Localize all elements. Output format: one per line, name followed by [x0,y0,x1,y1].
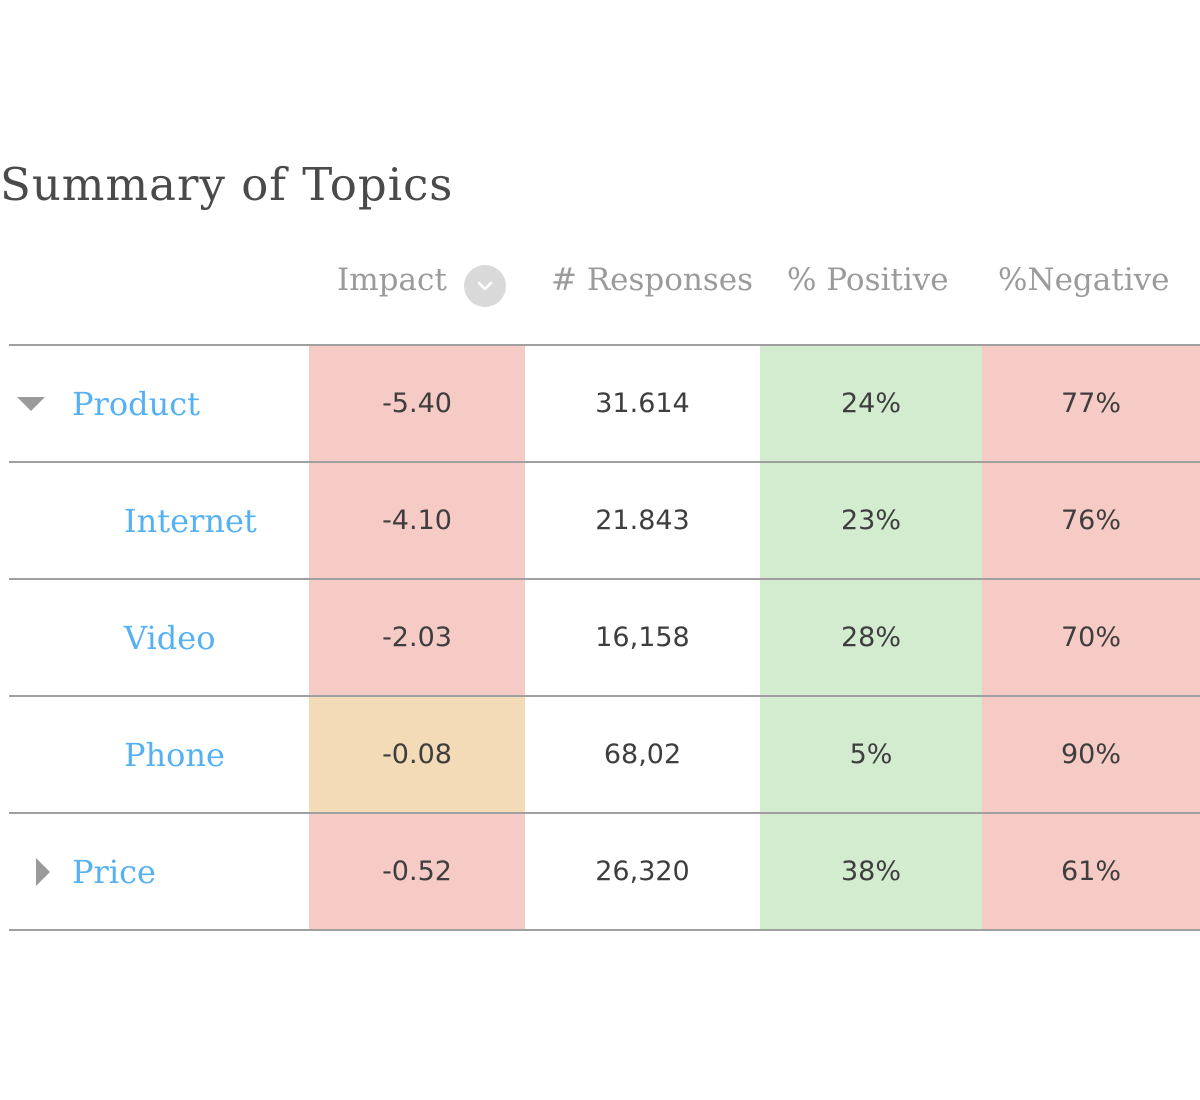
positive-cell: 23% [760,463,982,578]
positive-cell: 24% [760,346,982,461]
column-header-negative[interactable]: %Negative [998,262,1170,298]
column-header-positive[interactable]: % Positive [787,262,949,298]
topics-table: Product -5.40 31.614 24% 77% Internet -4… [9,344,1200,931]
negative-cell: 76% [982,463,1200,578]
caret-right-icon [36,857,50,886]
impact-cell: -0.08 [309,697,525,812]
table-row: Product -5.40 31.614 24% 77% [9,344,1200,461]
impact-cell: -4.10 [309,463,525,578]
responses-cell: 31.614 [525,346,760,461]
topic-name[interactable]: Internet [124,501,257,540]
topic-name[interactable]: Video [124,618,216,657]
positive-cell: 28% [760,580,982,695]
topic-name[interactable]: Product [72,384,200,423]
positive-cell: 5% [760,697,982,812]
impact-cell: -2.03 [309,580,525,695]
column-header-impact[interactable]: Impact [337,262,447,298]
positive-cell: 38% [760,814,982,929]
chevron-down-icon [477,281,493,291]
responses-cell: 68,02 [525,697,760,812]
responses-cell: 26,320 [525,814,760,929]
negative-cell: 90% [982,697,1200,812]
expand-toggle[interactable] [36,814,50,929]
impact-cell: -0.52 [309,814,525,929]
negative-cell: 70% [982,580,1200,695]
page-title: Summary of Topics [0,158,454,211]
responses-cell: 21.843 [525,463,760,578]
expand-toggle[interactable] [17,346,45,461]
sort-button[interactable] [464,265,506,307]
table-row: Price -0.52 26,320 38% 61% [9,812,1200,931]
caret-down-icon [17,396,45,411]
topic-name[interactable]: Price [72,852,156,891]
table-row: Video -2.03 16,158 28% 70% [9,578,1200,695]
negative-cell: 77% [982,346,1200,461]
column-header-responses[interactable]: # Responses [551,262,754,298]
table-row: Internet -4.10 21.843 23% 76% [9,461,1200,578]
impact-cell: -5.40 [309,346,525,461]
negative-cell: 61% [982,814,1200,929]
table-row: Phone -0.08 68,02 5% 90% [9,695,1200,812]
topic-name[interactable]: Phone [124,735,225,774]
responses-cell: 16,158 [525,580,760,695]
